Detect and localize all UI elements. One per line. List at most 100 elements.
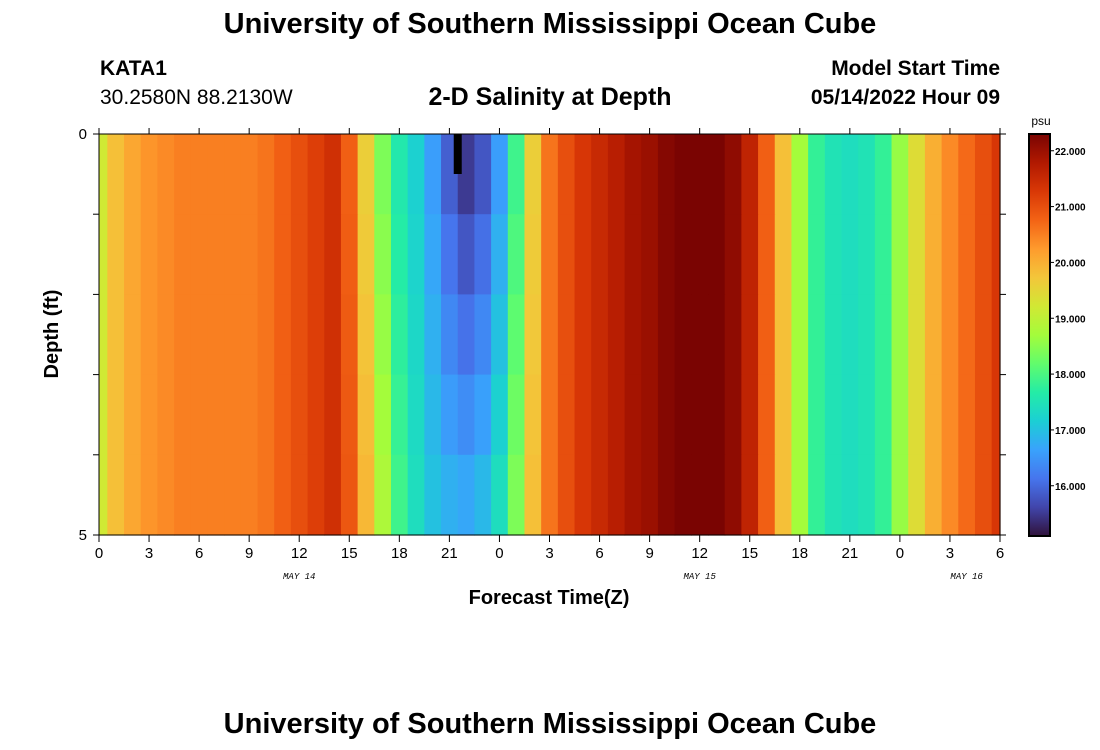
heatmap-cell <box>424 454 442 536</box>
heatmap-cell <box>124 214 142 295</box>
heatmap-cell <box>407 134 425 215</box>
heatmap-cell <box>174 294 192 376</box>
heatmap-cell <box>541 134 559 215</box>
colorbar-tick-label: 18.000 <box>1055 370 1086 381</box>
heatmap-cell <box>908 374 926 456</box>
colorbar-tick-label: 21.000 <box>1055 203 1086 214</box>
heatmap-cell <box>908 134 926 215</box>
heatmap-cell <box>174 134 192 215</box>
heatmap-cell <box>140 454 158 536</box>
heatmap-cell <box>858 214 876 295</box>
heatmap-cell <box>424 134 442 215</box>
heatmap-cell <box>808 214 826 295</box>
heatmap-cell <box>591 374 609 456</box>
heatmap-cell <box>891 374 909 456</box>
heatmap-cell <box>774 214 793 295</box>
heatmap-cell <box>324 214 342 295</box>
heatmap-cell <box>274 134 292 215</box>
heatmap-cell <box>774 454 793 536</box>
heatmap-cell <box>557 294 576 376</box>
heatmap-cell <box>99 454 108 536</box>
heatmap-cell <box>758 294 776 376</box>
heatmap-cell <box>157 294 175 376</box>
heatmap-cell <box>457 134 476 215</box>
heatmap-cell <box>924 454 943 536</box>
heatmap-cell <box>357 294 375 376</box>
heatmap-cell <box>657 454 676 536</box>
heatmap-cell <box>390 374 409 456</box>
heatmap-cell <box>174 214 192 295</box>
heatmap-cell <box>107 374 125 456</box>
heatmap-cell <box>958 294 976 376</box>
heatmap-cell <box>774 374 793 456</box>
station-name: KATA1 <box>100 57 167 80</box>
heatmap-cell <box>157 214 175 295</box>
heatmap-cell <box>624 294 642 376</box>
heatmap-cell <box>674 214 692 295</box>
heatmap-cell <box>791 294 809 376</box>
heatmap-cell <box>791 214 809 295</box>
heatmap-cell <box>290 454 309 536</box>
heatmap-cell <box>474 214 492 295</box>
heatmap-cell <box>224 294 242 376</box>
heatmap-cell <box>624 134 642 215</box>
surface-marker <box>453 134 462 174</box>
heatmap-cell <box>758 374 776 456</box>
heatmap-cell <box>307 294 325 376</box>
heatmap-cell <box>124 454 142 536</box>
heatmap-cell <box>924 214 943 295</box>
heatmap-cell <box>190 374 209 456</box>
heatmap-cell <box>724 374 742 456</box>
x-tick-label: 12 <box>291 545 308 562</box>
heatmap-cell <box>307 134 325 215</box>
heatmap-cell <box>991 374 1001 456</box>
heatmap-cell <box>441 294 459 376</box>
heatmap-cell <box>574 294 592 376</box>
heatmap-cell <box>824 374 843 456</box>
heatmap-cell <box>140 294 158 376</box>
heatmap-cell <box>958 134 976 215</box>
heatmap-cell <box>708 134 726 215</box>
heatmap-cell <box>808 294 826 376</box>
heatmap-cell <box>224 374 242 456</box>
heatmap-cell <box>724 454 742 536</box>
heatmap-cell <box>758 134 776 215</box>
heatmap-cell <box>941 214 959 295</box>
heatmap-cell <box>541 294 559 376</box>
heatmap-cell <box>724 134 742 215</box>
heatmap-cell <box>941 134 959 215</box>
heatmap-cell <box>457 214 476 295</box>
heatmap-cell <box>340 214 359 295</box>
heatmap-cell <box>390 214 409 295</box>
heatmap-cell <box>307 454 325 536</box>
heatmap-cell <box>541 214 559 295</box>
heatmap-cell <box>908 214 926 295</box>
heatmap-cell <box>157 374 175 456</box>
heatmap-cell <box>841 454 859 536</box>
heatmap-cell <box>724 294 742 376</box>
heatmap-cell <box>407 214 425 295</box>
heatmap-cell <box>741 294 759 376</box>
heatmap-cell <box>674 374 692 456</box>
heatmap-cell <box>808 134 826 215</box>
heatmap-cell <box>874 294 893 376</box>
heatmap-cell <box>557 374 576 456</box>
heatmap-cell <box>390 454 409 536</box>
salinity-heatmap-chart: 0 3 6 9 12 15 18 21 0 3 6 9 12 15 18 21 0 3 6 MAY 14 MAY 15 M… <box>41 114 1086 609</box>
heatmap-cell <box>207 214 225 295</box>
heatmap-cell <box>324 374 342 456</box>
heatmap-cell <box>607 454 626 536</box>
heatmap-cell <box>99 374 108 456</box>
heatmap-cell <box>958 454 976 536</box>
heatmap-cell <box>99 294 108 376</box>
colorbar-tick-label: 20.000 <box>1055 258 1086 269</box>
heatmap-cell <box>457 374 476 456</box>
heatmap-cell <box>190 214 209 295</box>
heatmap-cell <box>674 294 692 376</box>
heatmap-cell <box>441 214 459 295</box>
heatmap-cell <box>274 454 292 536</box>
heatmap-cell <box>908 454 926 536</box>
x-tick-label: 0 <box>896 545 904 562</box>
heatmap-cell <box>99 214 108 295</box>
heatmap-cell <box>174 374 192 456</box>
